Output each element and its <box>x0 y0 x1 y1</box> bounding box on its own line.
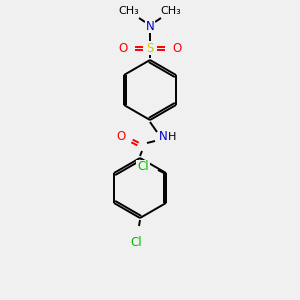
Text: Cl: Cl <box>130 236 142 250</box>
Text: Cl: Cl <box>137 160 149 173</box>
Text: O: O <box>116 130 126 142</box>
Text: N: N <box>159 130 167 143</box>
Text: O: O <box>118 41 127 55</box>
Text: CH₃: CH₃ <box>160 6 182 16</box>
Text: H: H <box>168 132 176 142</box>
Text: N: N <box>146 20 154 32</box>
Text: S: S <box>146 41 154 55</box>
Text: CH₃: CH₃ <box>118 6 140 16</box>
Text: O: O <box>172 41 182 55</box>
